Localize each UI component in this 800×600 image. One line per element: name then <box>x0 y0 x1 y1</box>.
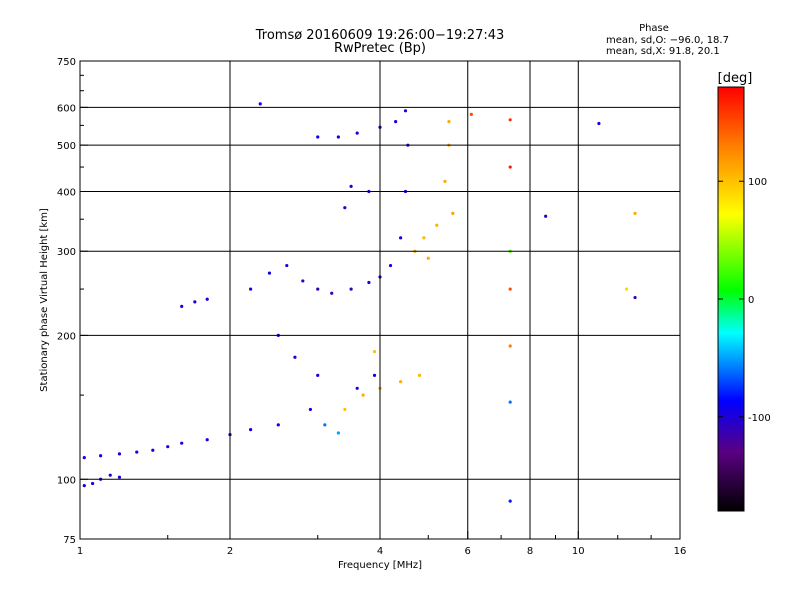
scatter-point <box>451 211 455 215</box>
scatter-point <box>301 279 305 283</box>
scatter-point <box>508 165 512 169</box>
scatter-point <box>151 448 155 452</box>
scatter-point <box>117 452 122 456</box>
x-tick-label: 6 <box>465 546 471 557</box>
colorbar-tick-label: 0 <box>748 295 754 306</box>
y-tick-label: 400 <box>57 187 76 198</box>
scatter-point <box>367 280 371 285</box>
scatter-point <box>388 263 393 268</box>
grid-lines <box>80 61 680 539</box>
y-axis-label: Stationary phase Virtual Height [km] <box>39 208 50 392</box>
scatter-point <box>82 484 86 488</box>
stats-line-x: mean, sd,X: 91.8, 20.1 <box>606 46 720 57</box>
scatter-point <box>308 407 313 412</box>
scatter-point <box>399 380 403 384</box>
scatter-point <box>316 287 320 291</box>
scatter-point <box>508 344 512 348</box>
scatter-point <box>597 121 601 126</box>
colorbar-ticks: 100 0 -100 <box>718 177 771 424</box>
scatter-point <box>372 373 377 377</box>
scatter-point <box>293 355 297 359</box>
y-tick-label: 600 <box>57 103 76 114</box>
scatter-point <box>276 423 280 427</box>
scatter-point <box>343 407 347 412</box>
scatter-point <box>205 438 209 442</box>
y-tick-label: 75 <box>63 535 76 546</box>
scatter-point <box>249 287 253 291</box>
x-tick-label: 10 <box>572 546 585 557</box>
scatter-point <box>91 481 95 486</box>
x-tick-label: 1 <box>77 546 83 557</box>
scatter-point <box>316 373 320 377</box>
scatter-point <box>330 291 334 295</box>
y-tick-label: 500 <box>57 141 76 152</box>
stats-heading: Phase <box>639 23 669 34</box>
y-tick-label: 300 <box>57 247 76 258</box>
scatter-point <box>399 236 403 240</box>
scatter-point <box>355 386 359 390</box>
scatter-point <box>624 287 629 291</box>
scatter-point <box>258 102 262 106</box>
scatter-point <box>372 349 377 354</box>
scatter-point <box>193 300 197 304</box>
scatter-point <box>422 236 426 240</box>
scatter-point <box>633 295 637 300</box>
scatter-point <box>443 179 447 183</box>
scatter-point <box>349 184 353 188</box>
scatter-point <box>316 135 320 139</box>
scatter-point <box>205 297 209 301</box>
y-tick-label: 200 <box>57 331 76 342</box>
chart-title: Tromsø 20160609 19:26:00−19:27:43 <box>255 28 505 43</box>
x-axis: 1 2 4 6 8 10 16 <box>77 531 687 557</box>
colorbar-tick-label: -100 <box>748 413 771 424</box>
x-tick-label: 8 <box>527 546 533 557</box>
chart-subtitle: RwPretec (Bp) <box>334 41 426 56</box>
scatter-point <box>417 373 422 377</box>
x-tick-label: 4 <box>377 546 383 557</box>
stats-line-o: mean, sd,O: −96.0, 18.7 <box>606 35 729 46</box>
scatter-point <box>336 135 340 139</box>
scatter-point <box>508 499 512 503</box>
x-tick-label: 16 <box>674 546 687 557</box>
scatter-point <box>394 120 398 124</box>
scatter-point <box>166 445 170 449</box>
scatter-point <box>426 256 430 260</box>
scatter-point <box>108 473 112 477</box>
scatter-point <box>82 456 86 460</box>
y-tick-label: 100 <box>57 475 76 486</box>
scatter-point <box>435 223 439 227</box>
scatter-point <box>135 450 139 454</box>
x-axis-label: Frequency [MHz] <box>338 560 422 571</box>
scatter-point <box>508 400 512 404</box>
scatter-point <box>447 120 451 124</box>
scatter-point <box>361 393 365 397</box>
scatter-point <box>355 131 359 135</box>
scatter-point <box>508 287 512 291</box>
scatter-point <box>349 287 353 291</box>
scatter-point <box>180 304 184 308</box>
scatter-point <box>117 475 122 479</box>
scatter-point <box>469 112 473 116</box>
colorbar-tick-label: 100 <box>748 177 767 188</box>
colorbar-label: [deg] <box>718 71 753 86</box>
scatter-point <box>180 441 184 445</box>
scatter-point <box>336 431 340 435</box>
scatter-point <box>99 454 103 458</box>
scatter-point <box>249 428 253 432</box>
y-tick-label: 750 <box>57 57 76 68</box>
scatter-point <box>343 206 347 210</box>
scatter-point <box>633 211 637 215</box>
scatter-point <box>544 214 548 218</box>
y-axis: 75 100 200 300 400 500 600 750 <box>57 57 88 546</box>
scatter-point <box>508 118 512 122</box>
scatter-point <box>323 423 327 427</box>
x-tick-label: 2 <box>227 546 233 557</box>
scatter-point <box>267 271 272 275</box>
scatter-point <box>285 263 289 268</box>
scatter-point <box>403 109 408 113</box>
